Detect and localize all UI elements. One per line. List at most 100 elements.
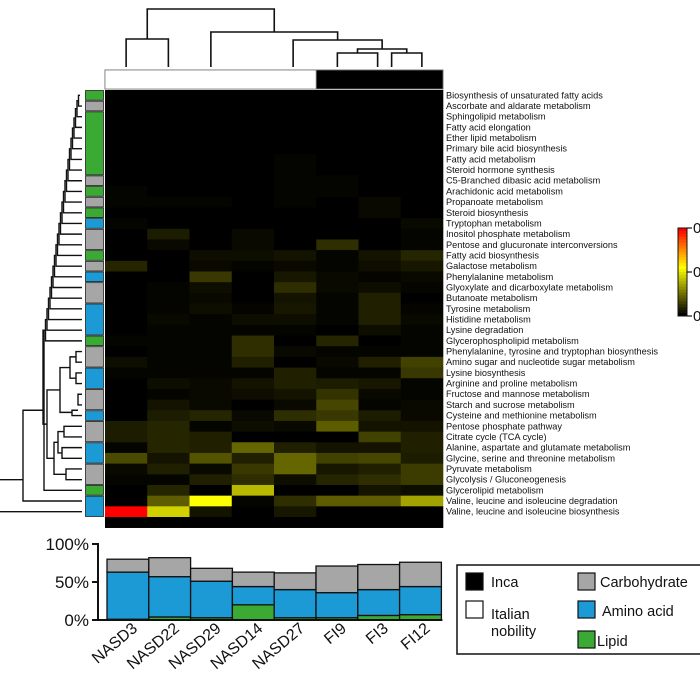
heatmap-cell [316,175,359,187]
heatmap-cell [147,175,190,187]
heatmap-cell [316,517,359,528]
heatmap-cell [147,399,190,411]
heatmap-cell [400,346,444,358]
bar-segment-carbohydrate [189,567,234,582]
heatmap-cell [105,239,148,251]
heatmap-cell [231,517,275,528]
heatmap-cell [316,303,359,315]
colorbar-step [678,251,687,255]
heatmap-cell [189,186,233,198]
heatmap-cell [316,132,359,144]
heatmap-cell [358,303,402,315]
heatmap-cell [358,367,402,379]
heatmap-cell [358,175,402,187]
heatmap-cell [316,196,359,208]
heatmap-cell [274,175,317,187]
colorbar-step [678,236,687,241]
heatmap-cell [316,154,359,166]
heatmap-cell [400,90,444,101]
heatmap-cell [189,367,233,379]
row-category-amino-acid [85,303,104,336]
heatmap-cell [274,356,317,368]
heatmap-cell [274,484,317,496]
heatmap-cell [147,388,190,400]
heatmap-cell [147,239,190,251]
heatmap-cell [231,463,275,475]
heatmap-cell [105,100,148,112]
heatmap-cell [231,484,275,496]
dendrogram-branch [22,409,82,502]
colorbar-step [678,230,687,235]
heatmap-cell [147,431,190,443]
heatmap-cell [105,154,148,166]
heatmap-cell [189,442,233,454]
heatmap-cell [147,292,190,304]
heatmap-cell [189,495,233,507]
heatmap-cell [400,154,444,166]
heatmap-cell [274,218,317,230]
heatmap-cell [358,474,402,486]
heatmap-cell [147,324,190,336]
row-label: Valine, leucine and isoleucine biosynthe… [446,507,620,517]
heatmap-cell [274,122,317,133]
heatmap-cell [105,495,148,507]
heatmap-cell [358,143,402,155]
heatmap-cell [400,474,444,486]
colorbar-step [678,272,687,276]
dendrogram-branch [77,94,82,107]
colorbar-step [678,283,687,288]
row-category-lipid [85,90,104,101]
row-label: Primary bile acid biosynthesis [446,144,567,154]
heatmap-cell [147,474,190,486]
heatmap-cell [400,495,444,507]
heatmap-cell [274,378,317,390]
heatmap-cell [316,367,359,379]
heatmap-cell [316,207,359,219]
dendrogram-branch [69,356,76,379]
heatmap-cell [274,250,317,262]
heatmap-cell [400,517,444,528]
legend-swatch-inca [465,572,484,591]
dendrogram-branch [75,372,82,385]
heatmap-cell [400,506,444,518]
heatmap-cell [231,186,275,198]
dendrogram-branch [75,350,82,363]
heatmap-cell [231,132,275,144]
column-group-inca [315,69,444,90]
heatmap-cell [189,431,233,443]
heatmap-cell [231,356,275,368]
bar-segment-amino-acid [148,576,192,618]
row-label: Steroid hormone synthesis [446,165,555,175]
dendrogram-branch [146,8,276,39]
colorbar-step [678,310,687,314]
heatmap-cell [105,506,148,518]
row-label: Glycerophospholipid metabolism [446,336,579,346]
colorbar-step [678,304,687,308]
dendrogram-branch [125,38,170,67]
heatmap-cell [231,250,275,262]
row-label: Lysine degradation [446,325,523,335]
heatmap-cell [105,484,148,496]
heatmap-cell [274,292,317,304]
heatmap-cell [231,154,275,166]
dendrogram-branch [57,430,64,454]
heatmap-cell [316,164,359,176]
bar-segment-amino-acid [315,591,359,619]
row-category-carbohydrate [85,282,104,304]
heatmap-cell [105,420,148,432]
colorbar-step [678,266,687,270]
heatmap-cell [316,143,359,155]
row-category-carbohydrate [85,100,104,112]
heatmap-cell [189,260,233,272]
heatmap-cell [274,324,317,336]
row-label: Tyrosine metabolism [446,304,531,314]
heatmap-cell [400,111,444,123]
heatmap-cell [147,218,190,230]
heatmap-cell [189,132,233,144]
heatmap-cell [400,314,444,326]
heatmap-cell [316,335,359,347]
legend-label-carbohydrate: Carbohydrate [600,575,688,591]
row-category-carbohydrate [85,346,104,368]
